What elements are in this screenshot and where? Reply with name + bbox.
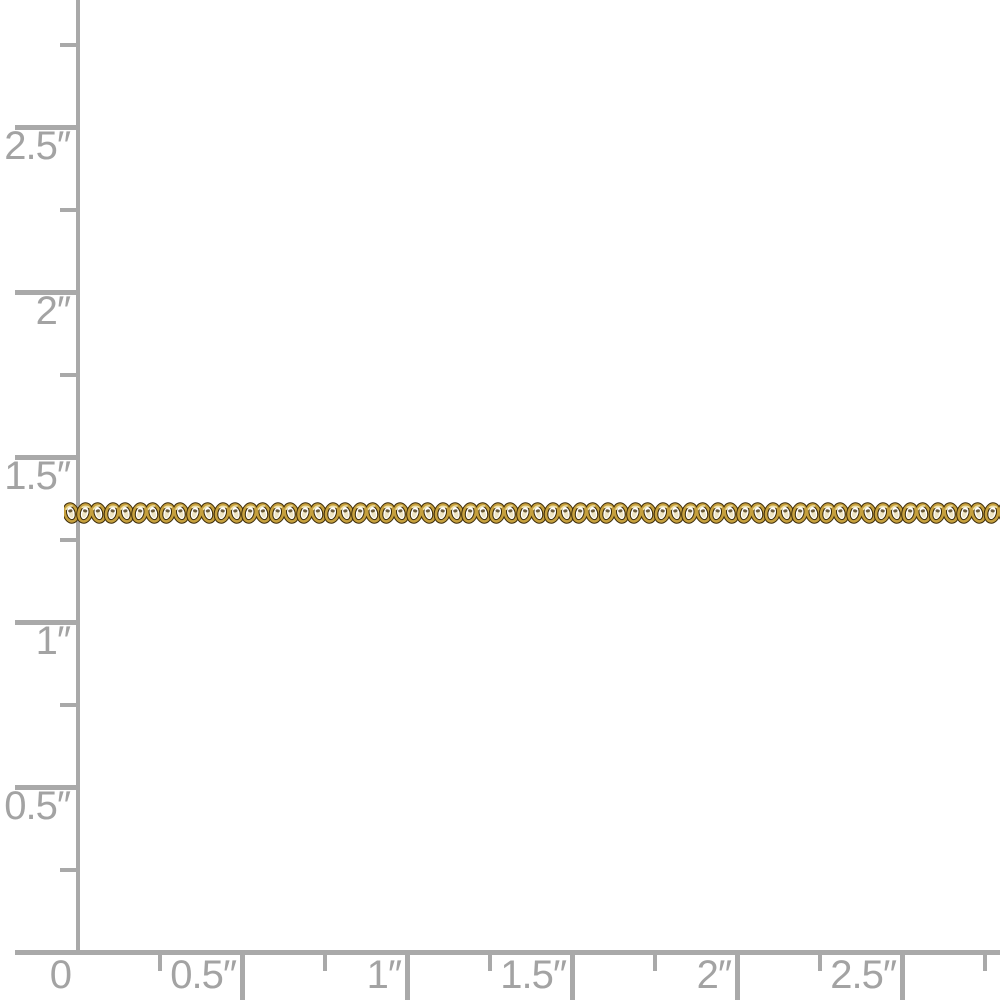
h-ruler-minor-tick (817, 950, 822, 971)
v-ruler-minor-tick (60, 702, 78, 707)
v-ruler-major-tick (15, 454, 77, 460)
v-ruler-label: 1.5″ (4, 454, 71, 498)
h-ruler-minor-tick (487, 950, 492, 971)
h-ruler-minor-tick (322, 950, 327, 971)
h-ruler-major-tick (239, 950, 245, 1000)
h-ruler-label: 1″ (366, 953, 402, 997)
h-ruler-minor-tick (652, 950, 657, 971)
h-ruler-label: 0.5″ (170, 953, 237, 997)
v-ruler-minor-tick (60, 537, 78, 542)
horizontal-ruler-line (15, 950, 1000, 955)
h-ruler-major-tick (404, 950, 410, 1000)
v-ruler-label: 2.5″ (4, 124, 71, 168)
gold-chain (64, 501, 1000, 525)
v-ruler-major-tick (15, 289, 77, 295)
v-ruler-minor-tick (60, 207, 78, 212)
v-ruler-minor-tick (60, 867, 78, 872)
v-ruler-minor-tick (60, 42, 78, 47)
v-ruler-label: 0.5″ (4, 784, 71, 828)
h-ruler-major-tick (569, 950, 575, 1000)
h-ruler-minor-tick (982, 950, 987, 971)
v-ruler-major-tick (15, 784, 77, 790)
v-ruler-major-tick (15, 124, 77, 130)
vertical-ruler-line (76, 0, 80, 954)
h-ruler-minor-tick (157, 950, 162, 971)
h-ruler-label: 1.5″ (500, 953, 567, 997)
v-ruler-minor-tick (60, 372, 78, 377)
h-ruler-label: 2″ (696, 953, 732, 997)
v-ruler-major-tick (15, 619, 77, 625)
h-ruler-label: 2.5″ (830, 953, 897, 997)
h-ruler-major-tick (899, 950, 905, 1000)
v-ruler-label: 1″ (35, 619, 71, 663)
v-ruler-label: 2″ (35, 289, 71, 333)
h-ruler-major-tick (734, 950, 740, 1000)
h-ruler-label: 0 (49, 953, 72, 997)
